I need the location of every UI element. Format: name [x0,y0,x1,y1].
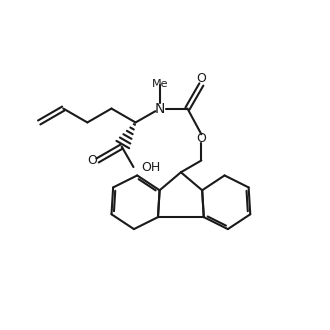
Text: N: N [154,102,165,116]
Text: O: O [196,72,206,85]
Text: OH: OH [142,160,161,174]
Text: O: O [87,154,97,167]
Text: Me: Me [151,79,168,89]
Text: O: O [196,132,206,145]
